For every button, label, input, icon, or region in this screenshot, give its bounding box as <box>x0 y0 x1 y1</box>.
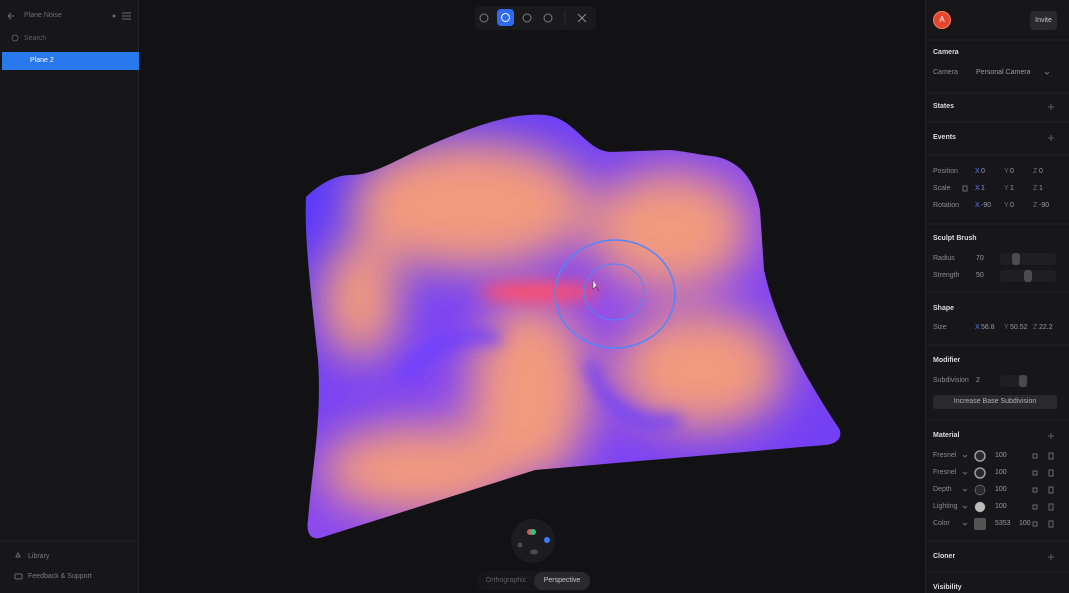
section-title: Events <box>933 134 956 141</box>
brush-inner-circle <box>583 263 645 321</box>
sculpt-surface[interactable] <box>290 100 860 550</box>
tool-icon[interactable] <box>543 13 553 23</box>
top-toolbar <box>475 6 596 30</box>
invite-button[interactable] <box>1030 11 1057 30</box>
close-icon[interactable] <box>577 13 587 23</box>
field-label: Rotation <box>933 202 960 209</box>
layer-opacity[interactable]: 100 <box>995 452 1007 459</box>
axis-value[interactable]: 0 <box>981 168 985 175</box>
material-layer-name: Depth <box>933 486 952 493</box>
avatar[interactable] <box>933 11 951 29</box>
axis-value[interactable]: -90 <box>1039 202 1050 209</box>
layer-name[interactable]: Plane 2 <box>30 57 54 64</box>
slider-track[interactable] <box>1000 253 1056 265</box>
tool-icon[interactable] <box>522 13 532 23</box>
file-title: Plane Noise <box>24 12 62 19</box>
material-layer-name: Lighting <box>933 503 958 510</box>
axis-value[interactable]: 22.2 <box>1039 324 1053 331</box>
axis-letter: X <box>975 168 980 175</box>
color-swatch[interactable] <box>974 518 986 530</box>
param-value[interactable]: 2 <box>976 377 980 384</box>
axis-letter: Z <box>1033 324 1038 331</box>
slider-knob[interactable] <box>1012 253 1020 265</box>
param-value[interactable]: 50 <box>976 272 984 279</box>
gizmo-dot <box>530 549 538 555</box>
layer-opacity[interactable]: 100 <box>995 503 1007 510</box>
gizmo-dot <box>517 542 523 548</box>
layer-row-selected[interactable] <box>2 52 139 70</box>
axis-value[interactable]: 0 <box>1010 168 1014 175</box>
color-hex[interactable]: 5353 <box>995 520 1011 527</box>
subdivision-button[interactable] <box>933 395 1057 409</box>
section-title: Material <box>933 432 960 439</box>
tool-icon <box>501 13 510 22</box>
axis-letter: Y <box>1004 185 1009 192</box>
section-title: Cloner <box>933 553 956 560</box>
field-label: Size <box>933 324 947 331</box>
axis-value[interactable]: 1 <box>1039 185 1043 192</box>
axis-letter: X <box>975 324 980 331</box>
axis-value[interactable]: 56.8 <box>981 324 995 331</box>
field-label: Strength <box>933 272 960 279</box>
footer-link[interactable]: Feedback & Support <box>28 573 92 580</box>
field-label: Camera <box>933 69 958 76</box>
section-title: States <box>933 103 955 110</box>
cursor <box>592 280 600 292</box>
axis-letter: Y <box>1004 202 1009 209</box>
section-title: Camera <box>933 49 959 56</box>
axis-value[interactable]: -90 <box>981 202 992 209</box>
slider-knob[interactable] <box>1024 270 1032 282</box>
axis-value[interactable]: 0 <box>1039 168 1043 175</box>
axis-value[interactable]: 1 <box>981 185 985 192</box>
view-mode-button[interactable]: Orthographic <box>485 577 527 584</box>
avatar-initial: A <box>939 15 945 24</box>
view-mode-button[interactable]: Perspective <box>543 577 581 584</box>
section-title: Visibility <box>933 584 962 591</box>
material-layer-name: Fresnel <box>933 452 957 459</box>
axis-value[interactable]: 0 <box>1010 202 1014 209</box>
param-value[interactable]: 70 <box>976 255 984 262</box>
section-title: Sculpt Brush <box>933 235 977 242</box>
field-label: Radius <box>933 255 955 262</box>
field-label: Scale <box>933 185 951 192</box>
tool-icon[interactable] <box>479 13 489 23</box>
material-layer-name: Fresnel <box>933 469 957 476</box>
axis-letter: Z <box>1033 202 1038 209</box>
toggle-knob[interactable] <box>1019 375 1027 387</box>
brush-outer-circle <box>554 239 676 349</box>
field-label: Subdivision <box>933 377 969 384</box>
orientation-gizmo[interactable] <box>511 519 555 563</box>
field-label: Position <box>933 168 958 175</box>
gizmo-x <box>527 529 533 535</box>
button-label[interactable]: Increase Base Subdivision <box>953 398 1037 405</box>
axis-value[interactable]: 1 <box>1010 185 1014 192</box>
right-panel <box>925 0 1069 593</box>
tool-sculpt-active[interactable] <box>497 9 514 26</box>
axis-letter: Y <box>1004 324 1009 331</box>
left-panel <box>0 0 139 593</box>
invite-label[interactable]: Invite <box>1035 17 1052 24</box>
section-title: Shape <box>933 305 955 312</box>
footer-link[interactable]: Library <box>28 553 50 560</box>
axis-letter: Z <box>1033 185 1038 192</box>
axis-value[interactable]: 50.52 <box>1010 324 1028 331</box>
layer-opacity[interactable]: 100 <box>1019 520 1031 527</box>
axis-letter: Z <box>1033 168 1038 175</box>
gizmo-z <box>544 537 550 543</box>
axis-letter: Y <box>1004 168 1009 175</box>
gizmo-y <box>530 529 536 535</box>
section-title: Modifier <box>933 357 961 364</box>
axis-letter: X <box>975 185 980 192</box>
layer-opacity[interactable]: 100 <box>995 486 1007 493</box>
search-input[interactable]: Search <box>24 35 47 42</box>
layer-opacity[interactable]: 100 <box>995 469 1007 476</box>
material-layer-name: Color <box>933 520 950 527</box>
axis-letter: X <box>975 202 980 209</box>
camera-select[interactable]: Personal Camera <box>976 69 1031 76</box>
